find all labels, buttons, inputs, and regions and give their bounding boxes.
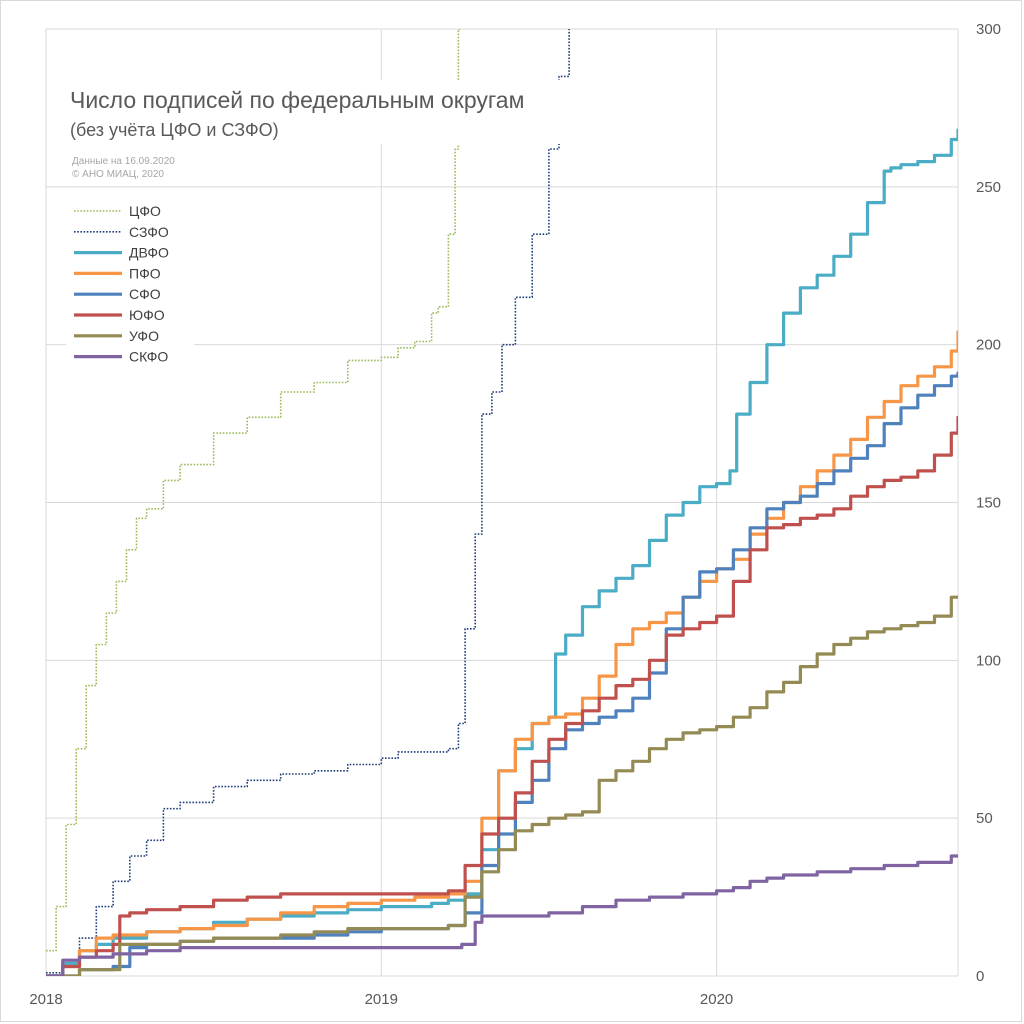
legend-label-двфо: ДВФО (129, 245, 169, 261)
series-layer (46, 29, 958, 976)
legend-label-сфо: СФО (129, 286, 161, 302)
x-tick-label: 2019 (365, 991, 398, 1008)
y-tick-label: 250 (976, 179, 1001, 196)
y-tick-label: 300 (976, 21, 1001, 38)
series-line-пфо (46, 330, 958, 976)
y-tick-label: 150 (976, 495, 1001, 512)
x-tick-label: 2018 (29, 991, 62, 1008)
legend-label-пфо: ПФО (129, 265, 161, 281)
series-line-уфо (46, 595, 958, 976)
legend-label-юфо: ЮФО (129, 307, 165, 323)
legend-label-скфо: СКФО (129, 349, 168, 365)
legend: ЦФО СЗФО ДВФО ПФО СФО ЮФО УФО СКФО (74, 203, 169, 365)
source-note-copyright: © АНО МИАЦ, 2020 (72, 169, 164, 180)
y-axis-tick-labels: 0 50 100 150 200 250 300 (976, 21, 1001, 985)
legend-background (66, 198, 194, 370)
legend-label-уфо: УФО (129, 328, 159, 344)
series-line-сфо (46, 371, 958, 976)
series-line-скфо (46, 854, 958, 976)
x-tick-label: 2020 (700, 991, 733, 1008)
title-background (62, 80, 592, 144)
series-line-сзфо (46, 29, 570, 974)
y-tick-label: 200 (976, 337, 1001, 354)
x-axis-tick-labels: 2018 2019 2020 (29, 991, 733, 1008)
legend-label-цфо: ЦФО (129, 203, 161, 219)
gridlines (45, 28, 959, 977)
chart-subtitle: (без учёта ЦФО и СЗФО) (70, 120, 279, 140)
y-tick-label: 0 (976, 968, 984, 985)
series-line-цфо (46, 29, 462, 952)
legend-label-сзфо: СЗФО (129, 224, 169, 240)
y-tick-label: 50 (976, 810, 993, 827)
series-line-юфо (46, 415, 958, 976)
y-tick-label: 100 (976, 652, 1001, 669)
chart-title: Число подписей по федеральным округам (70, 87, 524, 113)
source-note-date: Данные на 16.09.2020 (72, 156, 175, 167)
